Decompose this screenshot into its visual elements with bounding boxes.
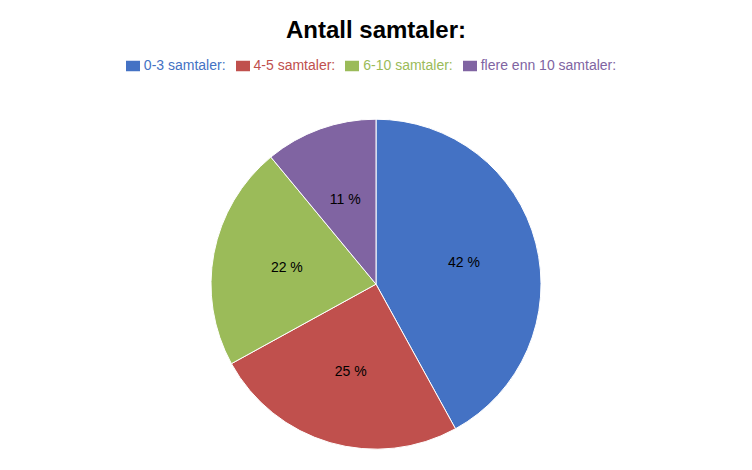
html-text:Antall samtaler:: Antall samtaler: [286,16,466,43]
html-text:4-5 samtaler:: 4-5 samtaler: [253,57,336,73]
svg-text:22 %: 22 % [271,259,303,275]
html-text:6-10 samtaler:: 6-10 samtaler: [363,57,453,73]
html-text:flere enn 10 samtaler:: flere enn 10 samtaler: [480,57,617,73]
svg-text:11 %: 11 % [330,191,361,207]
svg-text:25 %: 25 % [335,363,367,379]
svg-text:42 %: 42 % [448,254,480,270]
html-text:0-3 samtaler:: 0-3 samtaler: [143,57,226,73]
